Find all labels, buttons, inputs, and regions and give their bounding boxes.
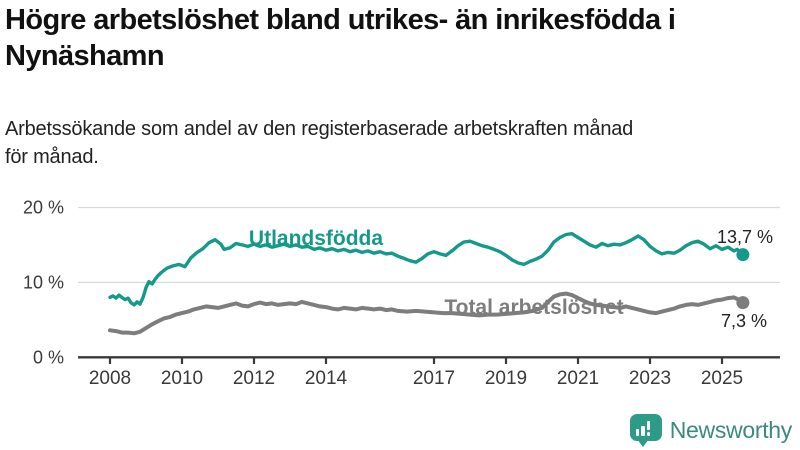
y-tick-label: 10 % <box>23 272 64 292</box>
series-line-total <box>108 291 745 336</box>
series-end-dot-utlandsfodda <box>736 248 750 262</box>
y-tick-label: 0 % <box>33 347 64 367</box>
y-tick-label: 20 % <box>23 198 64 218</box>
bar-1 <box>635 428 640 436</box>
x-tick-label: 2025 <box>701 368 743 389</box>
x-tick-label: 2023 <box>629 368 671 389</box>
x-tick-label: 2008 <box>89 368 131 389</box>
series-line-utlandsfodda <box>108 232 745 307</box>
series-end-dot-total <box>736 296 750 310</box>
chart-subtitle-line2: för månad. <box>5 146 99 168</box>
exclamation-glyph <box>646 421 651 436</box>
newsworthy-logo-icon <box>629 413 662 447</box>
series-end-value-total: 7,3 % <box>721 311 767 331</box>
page-title-line2: Nynäshamn <box>5 40 165 72</box>
series-label-total: Total arbetslöshet <box>444 296 623 319</box>
newsworthy-logo[interactable]: Newsworthy <box>629 412 793 448</box>
x-tick-label: 2014 <box>305 368 348 389</box>
chart-subtitle-line1: Arbetssökande som andel av den registerb… <box>5 118 634 140</box>
bar-chart-icon <box>635 421 651 436</box>
bar-2 <box>641 425 645 436</box>
speech-bubble-tail <box>636 438 649 447</box>
page-title: Högre arbetslöshet bland utrikes- än inr… <box>5 2 797 74</box>
series-end-value-utlandsfodda: 13,7 % <box>717 227 773 247</box>
speech-bubble-shape <box>629 413 662 441</box>
x-tick-label: 2010 <box>161 368 203 389</box>
x-tick-label: 2012 <box>233 368 275 389</box>
series-label-utlandsfodda: Utlandsfödda <box>249 227 383 250</box>
chart-subtitle: Arbetssökande som andel av den registerb… <box>5 115 797 171</box>
x-tick-label: 2019 <box>485 368 527 389</box>
x-tick-label: 2021 <box>557 368 599 389</box>
x-tick-label: 2017 <box>413 368 455 389</box>
newsworthy-logo-text: Newsworthy <box>669 416 793 443</box>
page-title-line1: Högre arbetslöshet bland utrikes- än inr… <box>5 4 676 36</box>
